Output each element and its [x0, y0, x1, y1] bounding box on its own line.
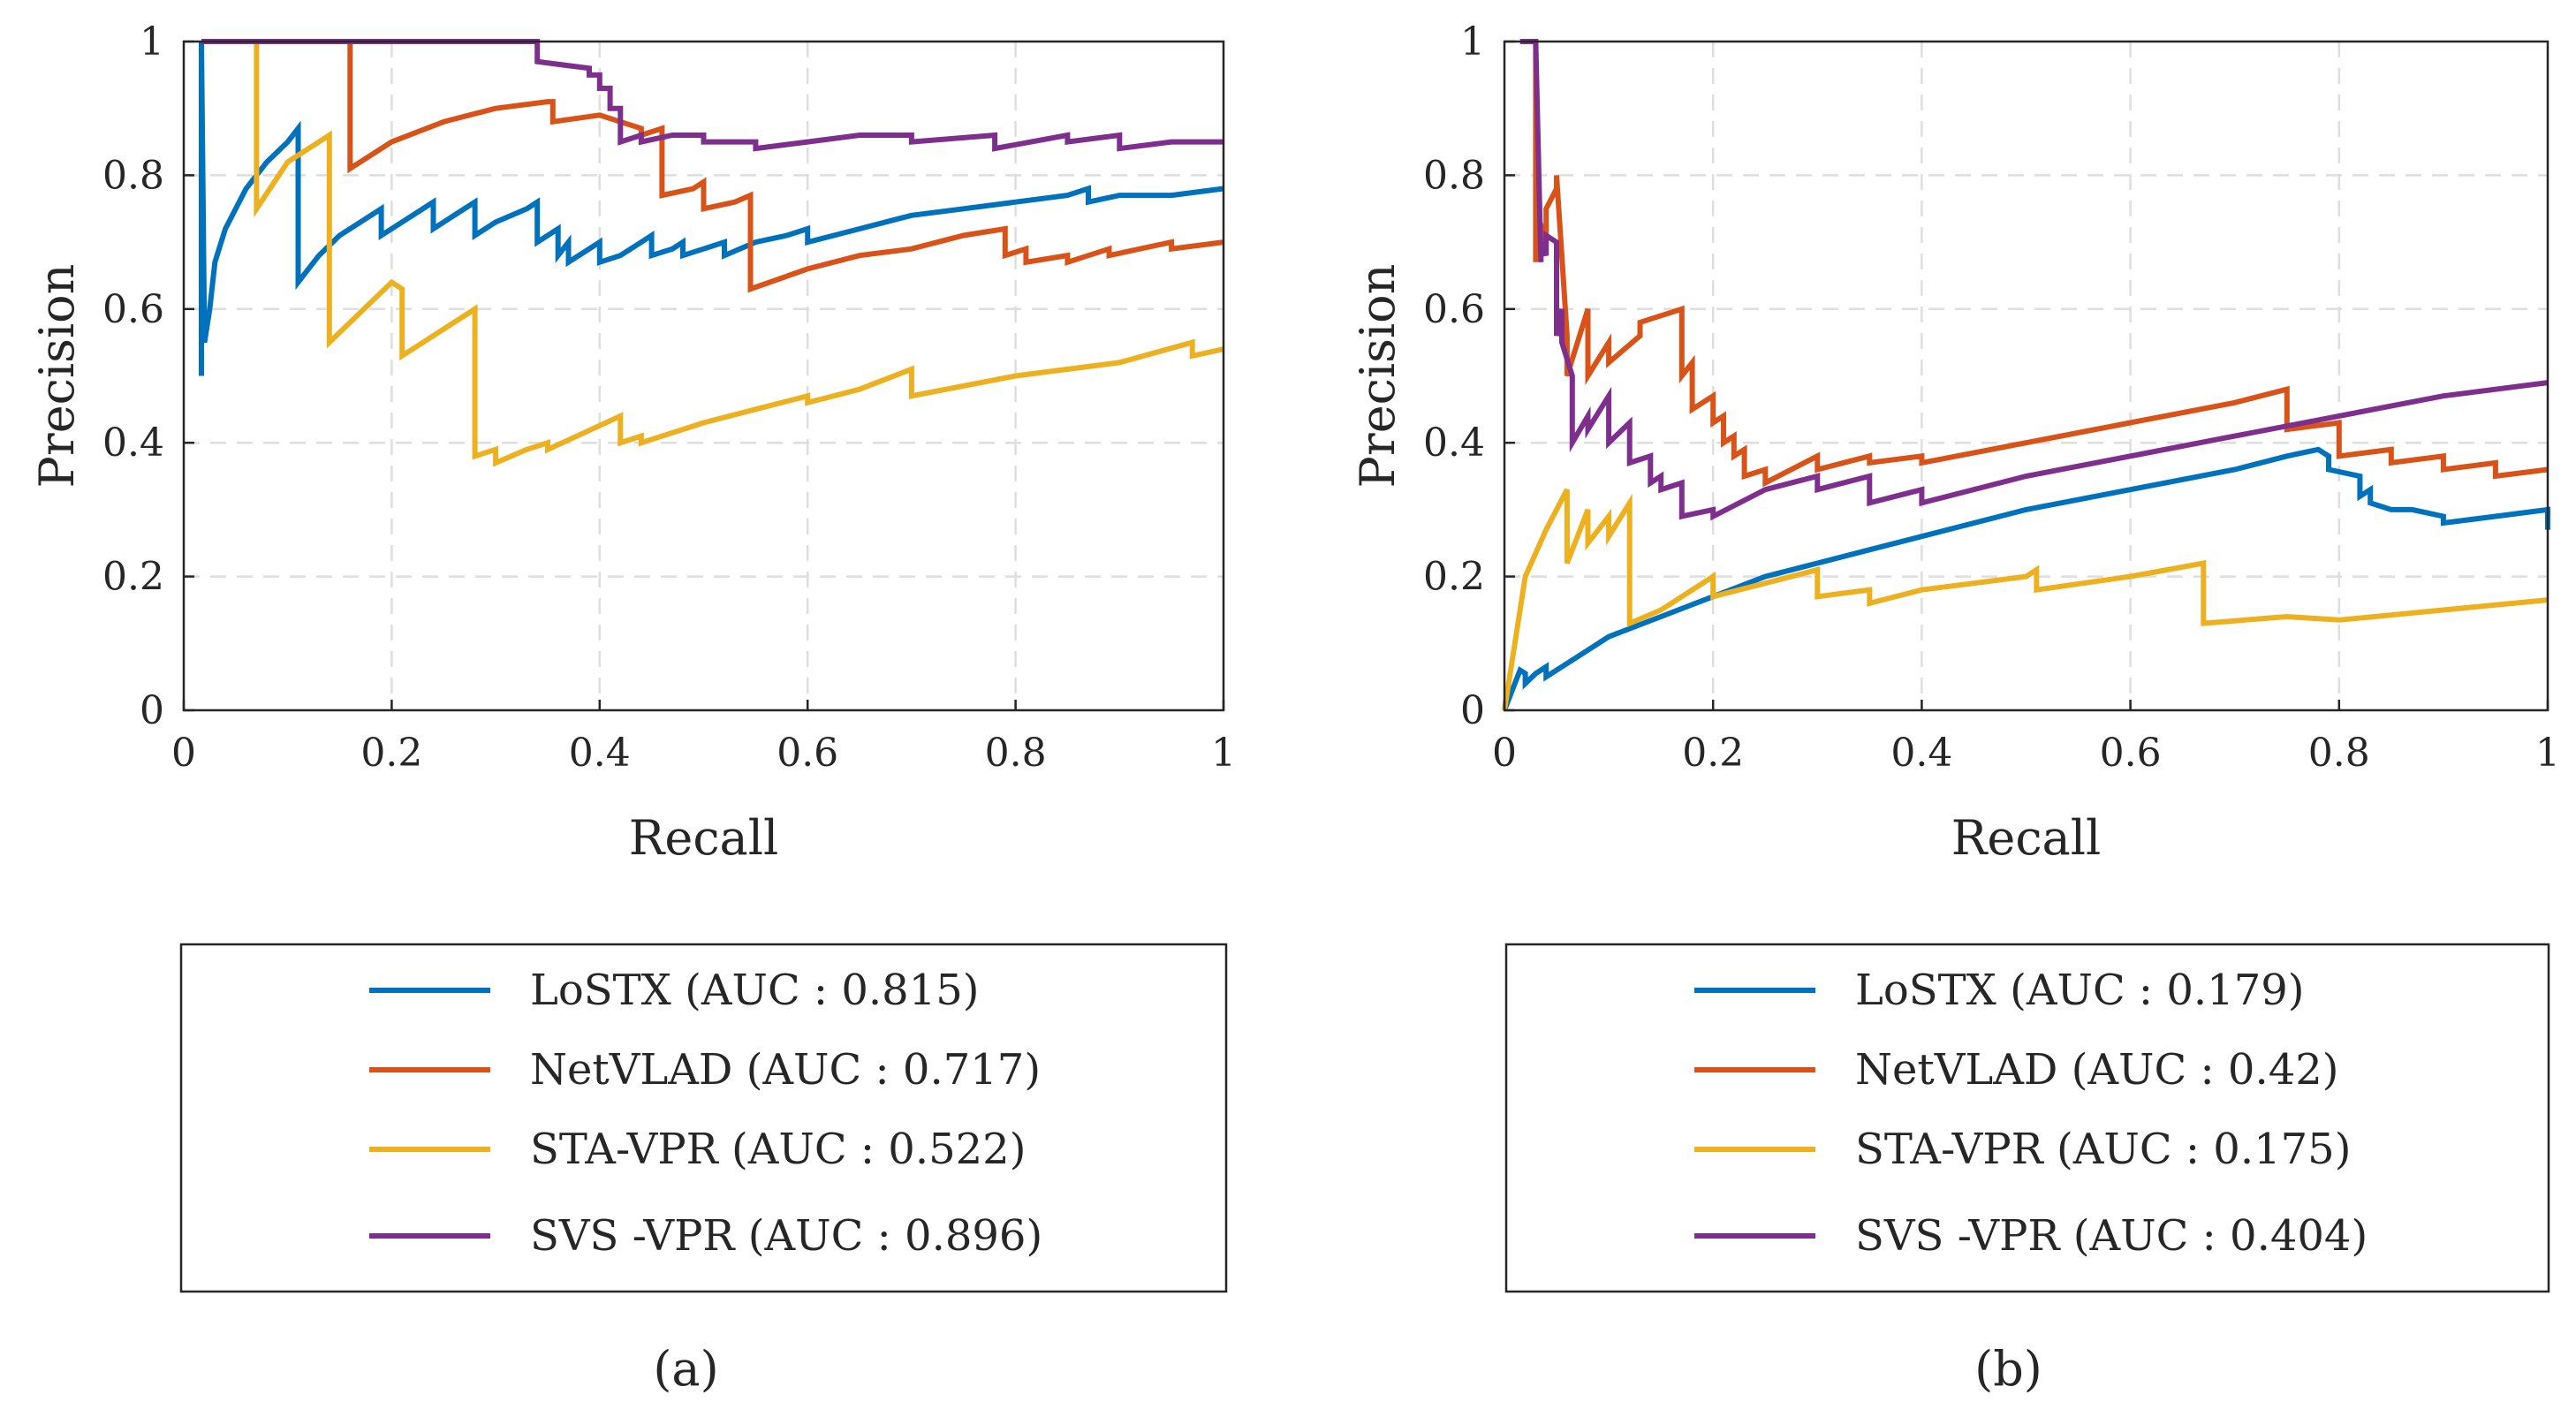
panel-b-y-tick-label-1: 0.2 — [1423, 555, 1485, 600]
panel-b-series — [1502, 39, 2550, 712]
panel-b-x-axis-title: Recall — [1951, 810, 2102, 866]
panel-a-legend-entry-netvlad: NetVLAD (AUC : 0.717) — [369, 1045, 1041, 1095]
panel-a-series-svs-vpr — [201, 39, 1224, 152]
panel-b-legend-label-lostx: LoSTX (AUC : 0.179) — [1855, 966, 2305, 1015]
panel-b-y-tick-label-0: 0 — [1460, 688, 1485, 733]
panel-a-y-tick-label-1: 0.2 — [102, 555, 164, 600]
panel-b-legend-box — [1504, 943, 2550, 1293]
panel-a-legend-label-lostx: LoSTX (AUC : 0.815) — [530, 966, 980, 1015]
panel-a-legend-label-svs-vpr: SVS -VPR (AUC : 0.896) — [530, 1211, 1042, 1261]
panel-b-y-tick-label-3: 0.6 — [1423, 287, 1485, 332]
panel-b-legend-entry-netvlad: NetVLAD (AUC : 0.42) — [1694, 1045, 2339, 1095]
panel-a-legend: LoSTX (AUC : 0.815) NetVLAD (AUC : 0.717… — [179, 943, 1228, 1293]
panel-b-x-tick-label-0: 0 — [1492, 731, 1517, 776]
panel-a-y-tick-label-3: 0.6 — [102, 287, 164, 332]
panel-b-caption: (b) — [1974, 1341, 2042, 1397]
panel-b-ticks: 0 0.2 0.4 0.6 0.8 1 0 0.2 0.4 0.6 0.8 1 — [1423, 19, 2560, 776]
panel-b-axes-frame — [1503, 40, 2549, 712]
panel-a-y-axis-title: Precision — [29, 264, 85, 489]
panel-a-series — [199, 39, 1224, 467]
panel-a-legend-entry-lostx: LoSTX (AUC : 0.815) — [369, 966, 980, 1015]
panel-b-x-tick-label-4: 0.8 — [2308, 731, 2370, 776]
panel-a-caption: (a) — [653, 1341, 718, 1397]
panel-a-x-tick-label-0: 0 — [171, 731, 196, 776]
panel-a-y-tick-label-0: 0 — [140, 688, 164, 733]
panel-b-y-tick-label-2: 0.4 — [1423, 421, 1485, 466]
panel-a-series-lostx — [199, 41, 1224, 376]
panel-b-series-svs-vpr — [1519, 39, 2549, 521]
panel-a-y-tick-label-4: 0.8 — [102, 153, 164, 198]
panel-b-legend-label-svs-vpr: SVS -VPR (AUC : 0.404) — [1855, 1211, 2368, 1261]
panel-a-x-tick-label-3: 0.6 — [777, 731, 838, 776]
panel-a-x-tick-label-2: 0.4 — [569, 731, 631, 776]
panel-a-legend-entry-svs-vpr: SVS -VPR (AUC : 0.896) — [369, 1211, 1042, 1261]
panel-a-series-netvlad — [347, 42, 1224, 293]
panel-a-legend-label-netvlad: NetVLAD (AUC : 0.717) — [530, 1045, 1041, 1095]
panel-a: 0 0.2 0.4 0.6 0.8 1 0 0.2 0.4 0.6 0.8 1 Recall Prec… — [29, 19, 1236, 1397]
panel-b-legend-label-sta-vpr: STA-VPR (AUC : 0.175) — [1855, 1125, 2351, 1174]
panel-a-x-tick-label-5: 1 — [1211, 731, 1236, 776]
panel-a-series-sta-vpr — [254, 42, 1224, 467]
panel-a-x-tick-label-1: 0.2 — [360, 731, 422, 776]
panel-a-x-axis-title: Recall — [629, 810, 779, 866]
panel-b-series-netvlad — [1533, 42, 2549, 488]
panel-a-grid — [184, 42, 1224, 710]
panel-a-ticks: 0 0.2 0.4 0.6 0.8 1 0 0.2 0.4 0.6 0.8 1 — [102, 19, 1236, 776]
panel-b-legend: LoSTX (AUC : 0.179) NetVLAD (AUC : 0.42)… — [1504, 943, 2550, 1293]
panel-b-legend-label-netvlad: NetVLAD (AUC : 0.42) — [1855, 1045, 2339, 1095]
panel-b: 0 0.2 0.4 0.6 0.8 1 0 0.2 0.4 0.6 0.8 1 Recall Prec… — [1350, 19, 2560, 1397]
panel-a-x-tick-label-4: 0.8 — [985, 731, 1047, 776]
panel-b-y-axis-title: Precision — [1350, 264, 1405, 489]
panel-b-legend-entry-svs-vpr: SVS -VPR (AUC : 0.404) — [1694, 1211, 2368, 1261]
panel-a-y-tick-label-5: 1 — [140, 19, 164, 64]
panel-b-series-lostx — [1502, 446, 2550, 712]
panel-b-y-tick-label-5: 1 — [1460, 19, 1485, 64]
panel-b-legend-entry-sta-vpr: STA-VPR (AUC : 0.175) — [1694, 1125, 2351, 1174]
panel-a-legend-entry-sta-vpr: STA-VPR (AUC : 0.522) — [369, 1125, 1026, 1174]
panel-b-series-sta-vpr — [1502, 488, 2549, 711]
panel-b-legend-entry-lostx: LoSTX (AUC : 0.179) — [1694, 966, 2305, 1015]
panel-b-x-tick-label-3: 0.6 — [2100, 731, 2162, 776]
panel-a-axes-frame — [182, 40, 1225, 712]
panel-a-legend-label-sta-vpr: STA-VPR (AUC : 0.522) — [530, 1125, 1026, 1174]
panel-b-x-tick-label-1: 0.2 — [1682, 731, 1744, 776]
panel-a-y-tick-label-2: 0.4 — [102, 421, 164, 466]
panel-a-legend-box — [179, 943, 1228, 1293]
panel-b-x-tick-label-5: 1 — [2535, 731, 2560, 776]
panel-b-x-tick-label-2: 0.4 — [1890, 731, 1952, 776]
panel-b-y-tick-label-4: 0.8 — [1423, 153, 1485, 198]
